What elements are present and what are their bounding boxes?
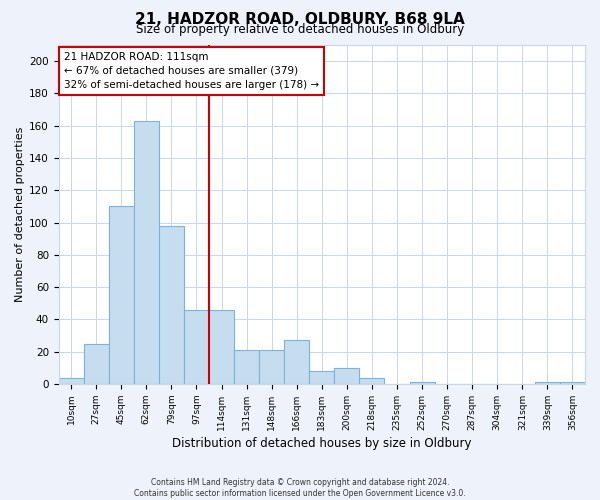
Bar bbox=[535, 382, 560, 384]
Bar bbox=[59, 378, 84, 384]
X-axis label: Distribution of detached houses by size in Oldbury: Distribution of detached houses by size … bbox=[172, 437, 472, 450]
Text: 21 HADZOR ROAD: 111sqm
← 67% of detached houses are smaller (379)
32% of semi-de: 21 HADZOR ROAD: 111sqm ← 67% of detached… bbox=[64, 52, 319, 90]
Bar bbox=[359, 378, 385, 384]
Bar bbox=[209, 310, 234, 384]
Text: 21, HADZOR ROAD, OLDBURY, B68 9LA: 21, HADZOR ROAD, OLDBURY, B68 9LA bbox=[135, 12, 465, 28]
Bar bbox=[184, 310, 209, 384]
Bar bbox=[159, 226, 184, 384]
Y-axis label: Number of detached properties: Number of detached properties bbox=[15, 127, 25, 302]
Bar bbox=[410, 382, 434, 384]
Bar bbox=[234, 350, 259, 384]
Bar bbox=[134, 121, 159, 384]
Bar bbox=[284, 340, 309, 384]
Text: Contains HM Land Registry data © Crown copyright and database right 2024.
Contai: Contains HM Land Registry data © Crown c… bbox=[134, 478, 466, 498]
Text: Size of property relative to detached houses in Oldbury: Size of property relative to detached ho… bbox=[136, 22, 464, 36]
Bar bbox=[309, 371, 334, 384]
Bar bbox=[560, 382, 585, 384]
Bar bbox=[109, 206, 134, 384]
Bar bbox=[84, 344, 109, 384]
Bar bbox=[259, 350, 284, 384]
Bar bbox=[334, 368, 359, 384]
